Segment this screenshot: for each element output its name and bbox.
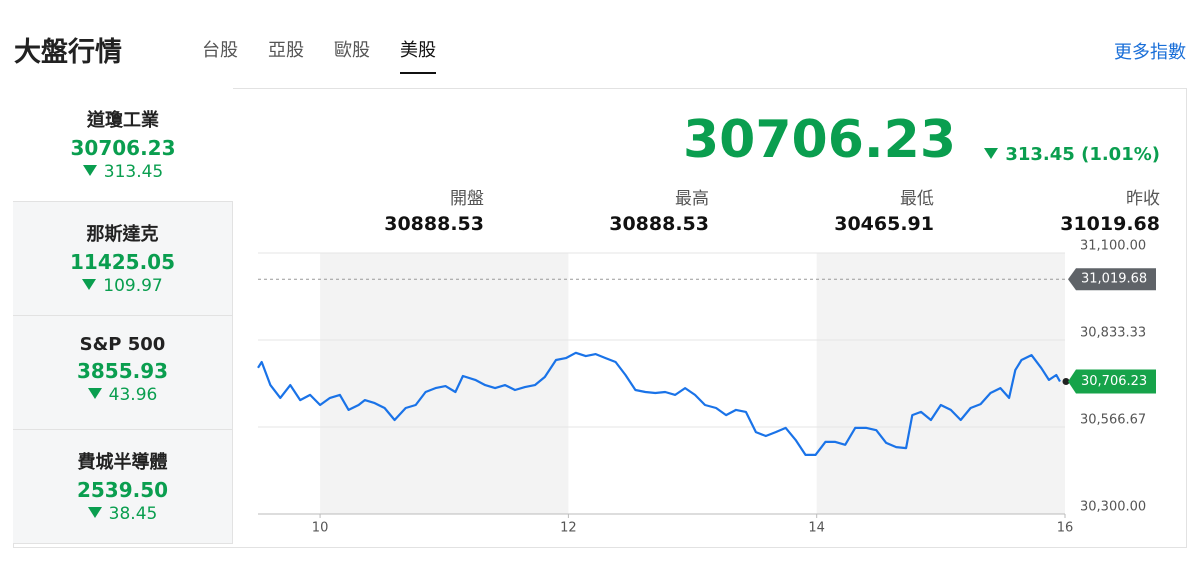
index-name: 費城半導體: [77, 452, 168, 473]
y-tick-label: 30,833.33: [1080, 326, 1146, 341]
main-price: 30706.23: [682, 110, 956, 170]
down-arrow: [984, 148, 999, 159]
shaded-band: [816, 253, 1065, 514]
index-item[interactable]: 費城半導體 2539.50 38.45: [13, 430, 233, 544]
shaded-band: [320, 253, 569, 514]
down-arrow: [82, 165, 97, 176]
widget-title: 大盤行情: [14, 37, 122, 68]
stat-value: 30465.91: [834, 213, 934, 235]
index-item[interactable]: 道瓊工業 30706.23 313.45: [13, 88, 233, 202]
stat-label: 開盤: [450, 189, 484, 209]
stat-value: 31019.68: [1060, 213, 1160, 235]
change-text: 38.45: [108, 504, 158, 524]
price-line: [257, 351, 1061, 456]
x-tick-label: 10: [312, 521, 329, 536]
index-change: 38.45: [13, 504, 232, 524]
stat-label: 最高: [675, 189, 709, 209]
stat: 開盤 30888.53: [284, 184, 484, 235]
down-arrow: [87, 388, 102, 399]
stat-label: 最低: [900, 189, 934, 209]
stat-value: 30888.53: [609, 213, 709, 235]
index-change: 43.96: [13, 385, 232, 405]
x-tick-label: 14: [808, 521, 825, 536]
index-name: 那斯達克: [86, 224, 159, 245]
index-item[interactable]: S&P 500 3855.93 43.96: [13, 316, 233, 430]
change-text: 313.45 (1.01%): [1005, 144, 1160, 165]
reference-tag: [1068, 268, 1156, 291]
stat-value: 30888.53: [384, 213, 484, 235]
down-arrow: [87, 507, 102, 518]
tab[interactable]: 亞股: [268, 40, 304, 61]
reference-label: 31,019.68: [1081, 272, 1147, 287]
tab[interactable]: 歐股: [334, 40, 370, 61]
y-tick-label: 30,300.00: [1080, 500, 1146, 515]
index-name: 道瓊工業: [87, 110, 159, 131]
x-tick-label: 16: [1057, 521, 1074, 536]
index-list: 道瓊工業 30706.23 313.45 那斯達克 11425.05 109.97 S&P …: [13, 88, 233, 544]
tab[interactable]: 美股: [400, 36, 436, 74]
stat: 昨收 31019.68: [960, 184, 1160, 235]
last-dot: [1062, 377, 1070, 385]
index-change: 109.97: [13, 276, 232, 296]
x-tick-label: 12: [560, 521, 577, 536]
last-label: 30,706.23: [1081, 374, 1147, 389]
index-price: 11425.05: [69, 250, 175, 274]
change-text: 109.97: [103, 276, 163, 296]
index-name: S&P 500: [79, 334, 166, 355]
tab[interactable]: 台股: [202, 40, 238, 61]
tab-bar: 台股 亞股 歐股 美股: [202, 36, 436, 74]
main-change: 313.45 (1.01%): [984, 144, 1160, 165]
change-text: 43.96: [108, 385, 158, 405]
index-price: 2539.50: [76, 478, 169, 502]
index-change: 313.45: [13, 162, 233, 182]
stat: 最高 30888.53: [509, 184, 709, 235]
stat-label: 昨收: [1126, 189, 1160, 209]
down-arrow: [82, 279, 97, 290]
y-tick-label: 31,100.00: [1080, 239, 1146, 254]
more-link[interactable]: 更多指數: [1114, 42, 1186, 63]
stat: 最低 30465.91: [734, 184, 934, 235]
index-price: 30706.23: [70, 136, 176, 160]
change-text: 313.45: [103, 162, 164, 182]
index-price: 3855.93: [76, 359, 169, 383]
y-tick-label: 30,566.67: [1080, 412, 1146, 427]
last-tag: [1068, 369, 1156, 394]
index-item[interactable]: 那斯達克 11425.05 109.97: [13, 202, 233, 316]
